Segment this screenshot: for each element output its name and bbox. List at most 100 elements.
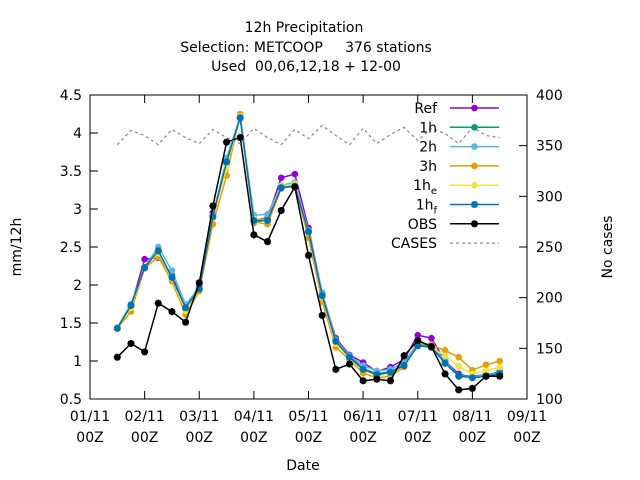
legend-label-5: 1hf [416, 198, 438, 217]
series-line-1 [116, 117, 500, 377]
legend-name: CASES [391, 236, 437, 252]
y2-tick-label: 150 [536, 341, 563, 357]
series-6-point-core [142, 349, 147, 355]
legend-marker-2 [471, 143, 478, 150]
series-4-point [455, 363, 463, 370]
series-5-point-core [224, 159, 229, 165]
series-6-point-core [278, 208, 284, 213]
series-6-point-core [497, 374, 502, 379]
series-5-point-core [183, 305, 188, 310]
series-3-point [455, 353, 463, 361]
series-6-point-core [265, 239, 270, 244]
x-tick-hour: 00Z [76, 430, 103, 446]
series-line-0 [116, 115, 500, 379]
series-6-point-core [251, 232, 257, 238]
x-tick-date: 04/11 [234, 409, 274, 425]
series-6-point-core [306, 253, 311, 258]
legend-name: 1h [413, 178, 431, 194]
series-6-point-core [401, 353, 407, 358]
series-line-3 [116, 113, 500, 379]
series-6-point-core [388, 378, 393, 383]
series-line-5 [116, 117, 500, 379]
series-6-point-core [292, 184, 298, 190]
series-line-4 [116, 116, 500, 377]
series-4-point [496, 363, 503, 371]
chart-title-line-1: 12h Precipitation [245, 20, 364, 36]
series-5-point-core [415, 343, 420, 348]
legend-label-2: 2h [419, 140, 437, 156]
y2-tick-label: 200 [536, 291, 563, 307]
series-6-point-core [374, 377, 379, 382]
chart-title-line-3: Used 00,06,12,18 + 12-00 [211, 59, 401, 75]
series-6-point-core [197, 280, 202, 285]
series-6-point-core [360, 378, 366, 383]
y2-tick-label: 100 [536, 392, 563, 408]
series-5-point-core [169, 275, 175, 280]
series-5-point-core [156, 248, 161, 253]
y-tick-label: 4.5 [60, 88, 82, 104]
series-6-point-core [156, 301, 161, 306]
y-tick-label: 3.5 [60, 164, 82, 180]
plot-frame [89, 94, 528, 400]
series-0-point [277, 174, 285, 182]
series-5-point-core [360, 367, 366, 372]
y-tick-label: 2 [73, 278, 82, 294]
series-6-point-core [128, 341, 134, 346]
legend-label-7: CASES [391, 236, 437, 252]
legend-subscript: f [433, 206, 437, 217]
series-5-point-core [333, 339, 339, 344]
x-axis-label: Date [286, 458, 319, 474]
x-tick-date: 07/11 [398, 409, 438, 425]
y-tick-label: 4 [73, 126, 82, 142]
x-tick-date: 05/11 [288, 409, 328, 425]
series-5-point-core [265, 218, 270, 223]
legend-name: Ref [414, 101, 438, 117]
y-axis-label: mm/12h [9, 218, 25, 277]
x-tick-hour: 00Z [186, 430, 213, 446]
series-0-point [291, 170, 299, 178]
series-6-point-core [415, 338, 420, 343]
series-6-point-core [333, 367, 339, 372]
series-5-point-core [238, 115, 243, 121]
y2-tick-label: 350 [536, 139, 563, 155]
y-tick-label: 0.5 [60, 392, 82, 408]
series-6-point-core [347, 361, 352, 367]
series-6-point-core [210, 203, 216, 209]
legend-name: 2h [419, 140, 437, 156]
y-tick-label: 2.5 [60, 240, 82, 256]
legend-name: 1h [419, 120, 437, 136]
x-tick-date: 02/11 [124, 409, 164, 425]
legend-marker-1 [471, 124, 478, 131]
series-5-point-core [128, 303, 134, 308]
chart-title-line-2: Selection: METCOOP 376 stations [180, 40, 432, 56]
x-tick-date: 01/11 [70, 409, 110, 425]
series-0-point [428, 334, 435, 342]
legend-name: 3h [419, 159, 437, 175]
x-tick-date: 08/11 [452, 409, 492, 425]
series-6-point-core [429, 344, 434, 349]
series-6-point-core [456, 387, 461, 393]
series-6-point-core [442, 371, 448, 377]
series-6-point-core [115, 355, 120, 360]
y-tick-label: 3 [73, 202, 82, 218]
series-5-point-core [319, 293, 325, 298]
series-4-point [482, 367, 490, 375]
y2-axis-label: No cases [600, 216, 616, 279]
legend-marker-5-core [472, 202, 477, 207]
series-5-point-core [306, 229, 311, 234]
series-3-point [496, 357, 503, 365]
series-5-point-core [401, 363, 407, 368]
y-tick-label: 1.5 [60, 316, 82, 332]
legend-name: 1h [416, 198, 434, 214]
series-5-point-core [470, 375, 475, 380]
legend-marker-4 [471, 181, 478, 189]
legend-label-6: OBS [408, 217, 437, 233]
series-0-point [141, 255, 148, 263]
series-5-point-core [347, 355, 352, 360]
legend-marker-6-core [472, 221, 477, 226]
series-5-point-core [388, 370, 393, 375]
x-tick-hour: 00Z [295, 430, 322, 446]
x-tick-hour: 00Z [459, 430, 486, 446]
legend-label-1: 1h [419, 120, 437, 136]
